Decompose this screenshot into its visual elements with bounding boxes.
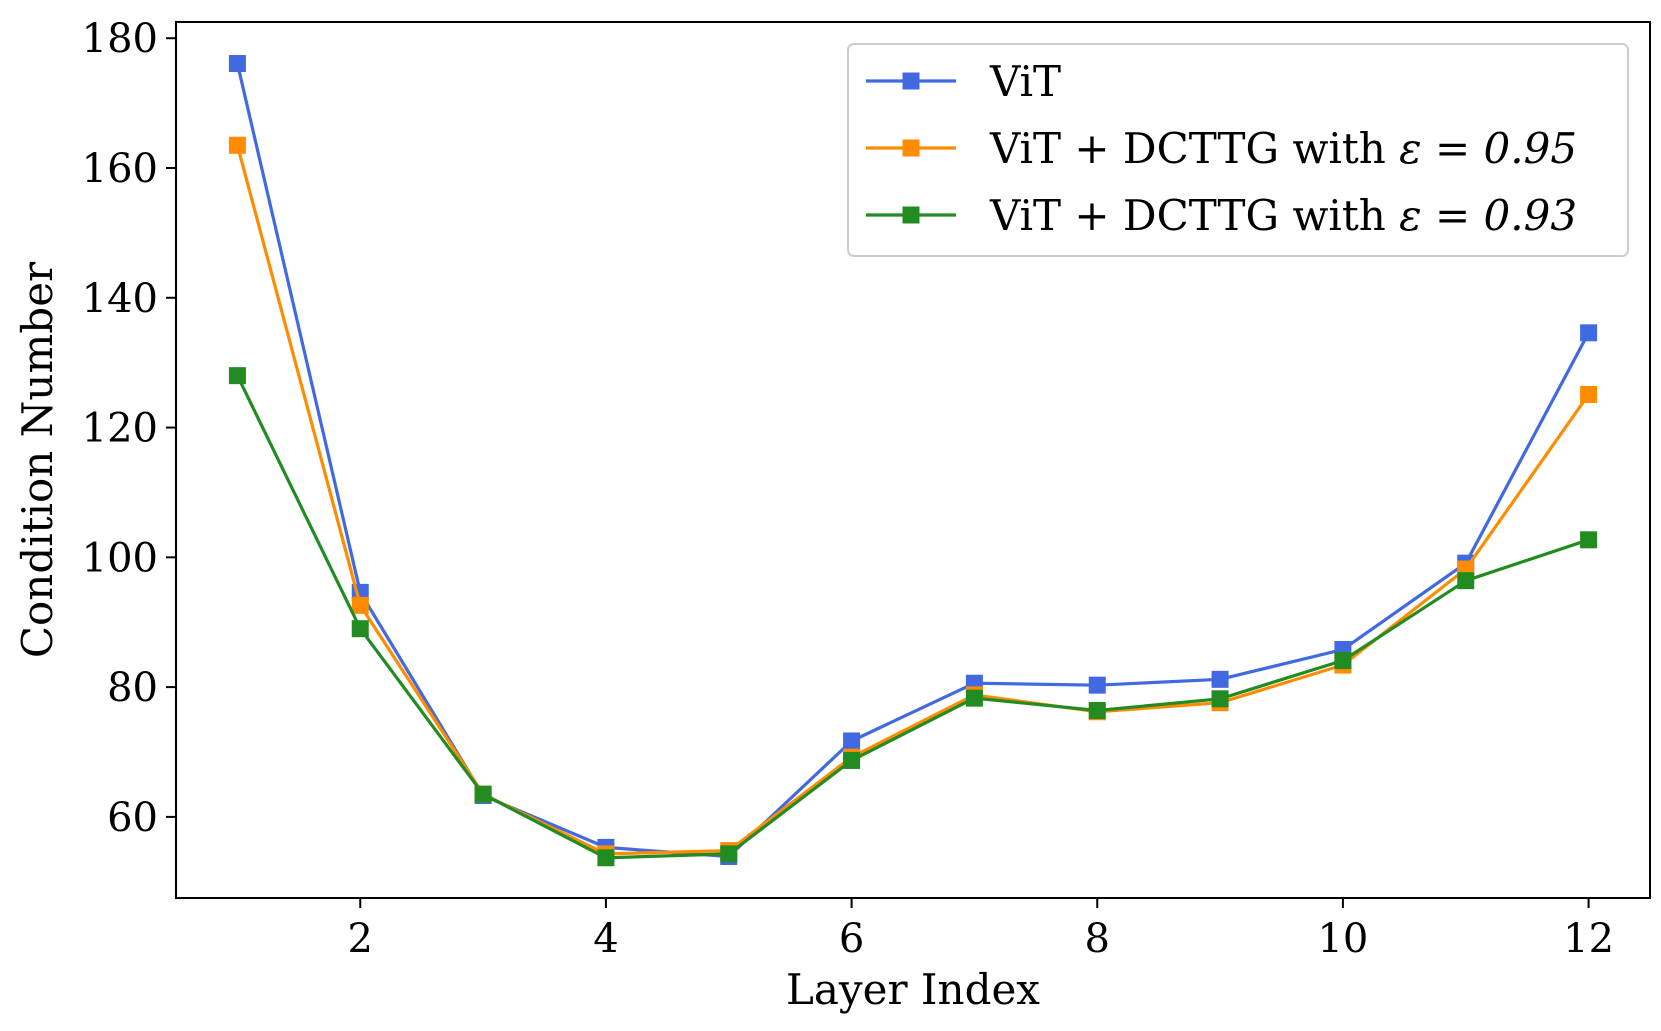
x-tick-label: 12 [1563,916,1614,962]
x-tick-label: 4 [593,916,618,962]
data-point [1334,652,1352,670]
data-point [597,849,615,867]
data-point [1457,572,1475,590]
legend-swatch-marker [902,206,920,224]
series-3 [228,367,1598,867]
y-tick-label: 120 [82,406,158,452]
data-point [1211,670,1229,688]
data-point [1580,324,1598,342]
legend-label: ViT + DCTTG with ε = 0.93 [989,191,1577,240]
legend: ViT ViT + DCTTG with ε = 0.95 ViT + DCTTG … [847,43,1629,257]
y-tick-label: 60 [107,795,158,841]
x-axis-label: Layer Index [786,965,1040,1014]
legend-swatch-marker [902,72,920,90]
data-point [474,785,492,803]
data-point [1088,676,1106,694]
data-point [720,845,738,863]
y-tick-label: 80 [107,665,158,711]
legend-box [847,43,1629,257]
data-point [843,751,861,769]
x-tick-label: 6 [839,916,864,962]
data-point [1580,531,1598,549]
y-axis: 60 80 100 120 140 160 180 [82,16,176,841]
data-point [1088,701,1106,719]
y-tick-label: 180 [82,16,158,62]
y-axis-label: Condition Number [13,261,62,658]
legend-label: ViT + DCTTG with ε = 0.95 [989,124,1577,173]
data-point [965,689,983,707]
data-point [228,55,246,73]
data-point [1580,385,1598,403]
data-point [228,367,246,385]
data-point [228,136,246,154]
data-point [1211,690,1229,708]
plot-frame [175,21,1651,899]
legend-item: ViT [866,57,1061,106]
x-tick-label: 10 [1317,916,1368,962]
legend-item: ViT + DCTTG with ε = 0.93 [866,191,1577,240]
legend-swatch-marker [902,139,920,157]
series-layer [228,55,1598,867]
x-axis: 2 4 6 8 10 12 [348,898,1614,962]
x-tick-label: 8 [1085,916,1110,962]
data-point [351,596,369,614]
data-point [351,620,369,638]
series-line [235,374,1590,860]
y-tick-label: 140 [82,276,158,322]
x-tick-label: 2 [348,916,373,962]
legend-item: ViT + DCTTG with ε = 0.95 [866,124,1577,173]
data-point [843,732,861,750]
y-tick-label: 100 [82,535,158,581]
y-tick-label: 160 [82,146,158,192]
legend-label: ViT [989,57,1061,106]
